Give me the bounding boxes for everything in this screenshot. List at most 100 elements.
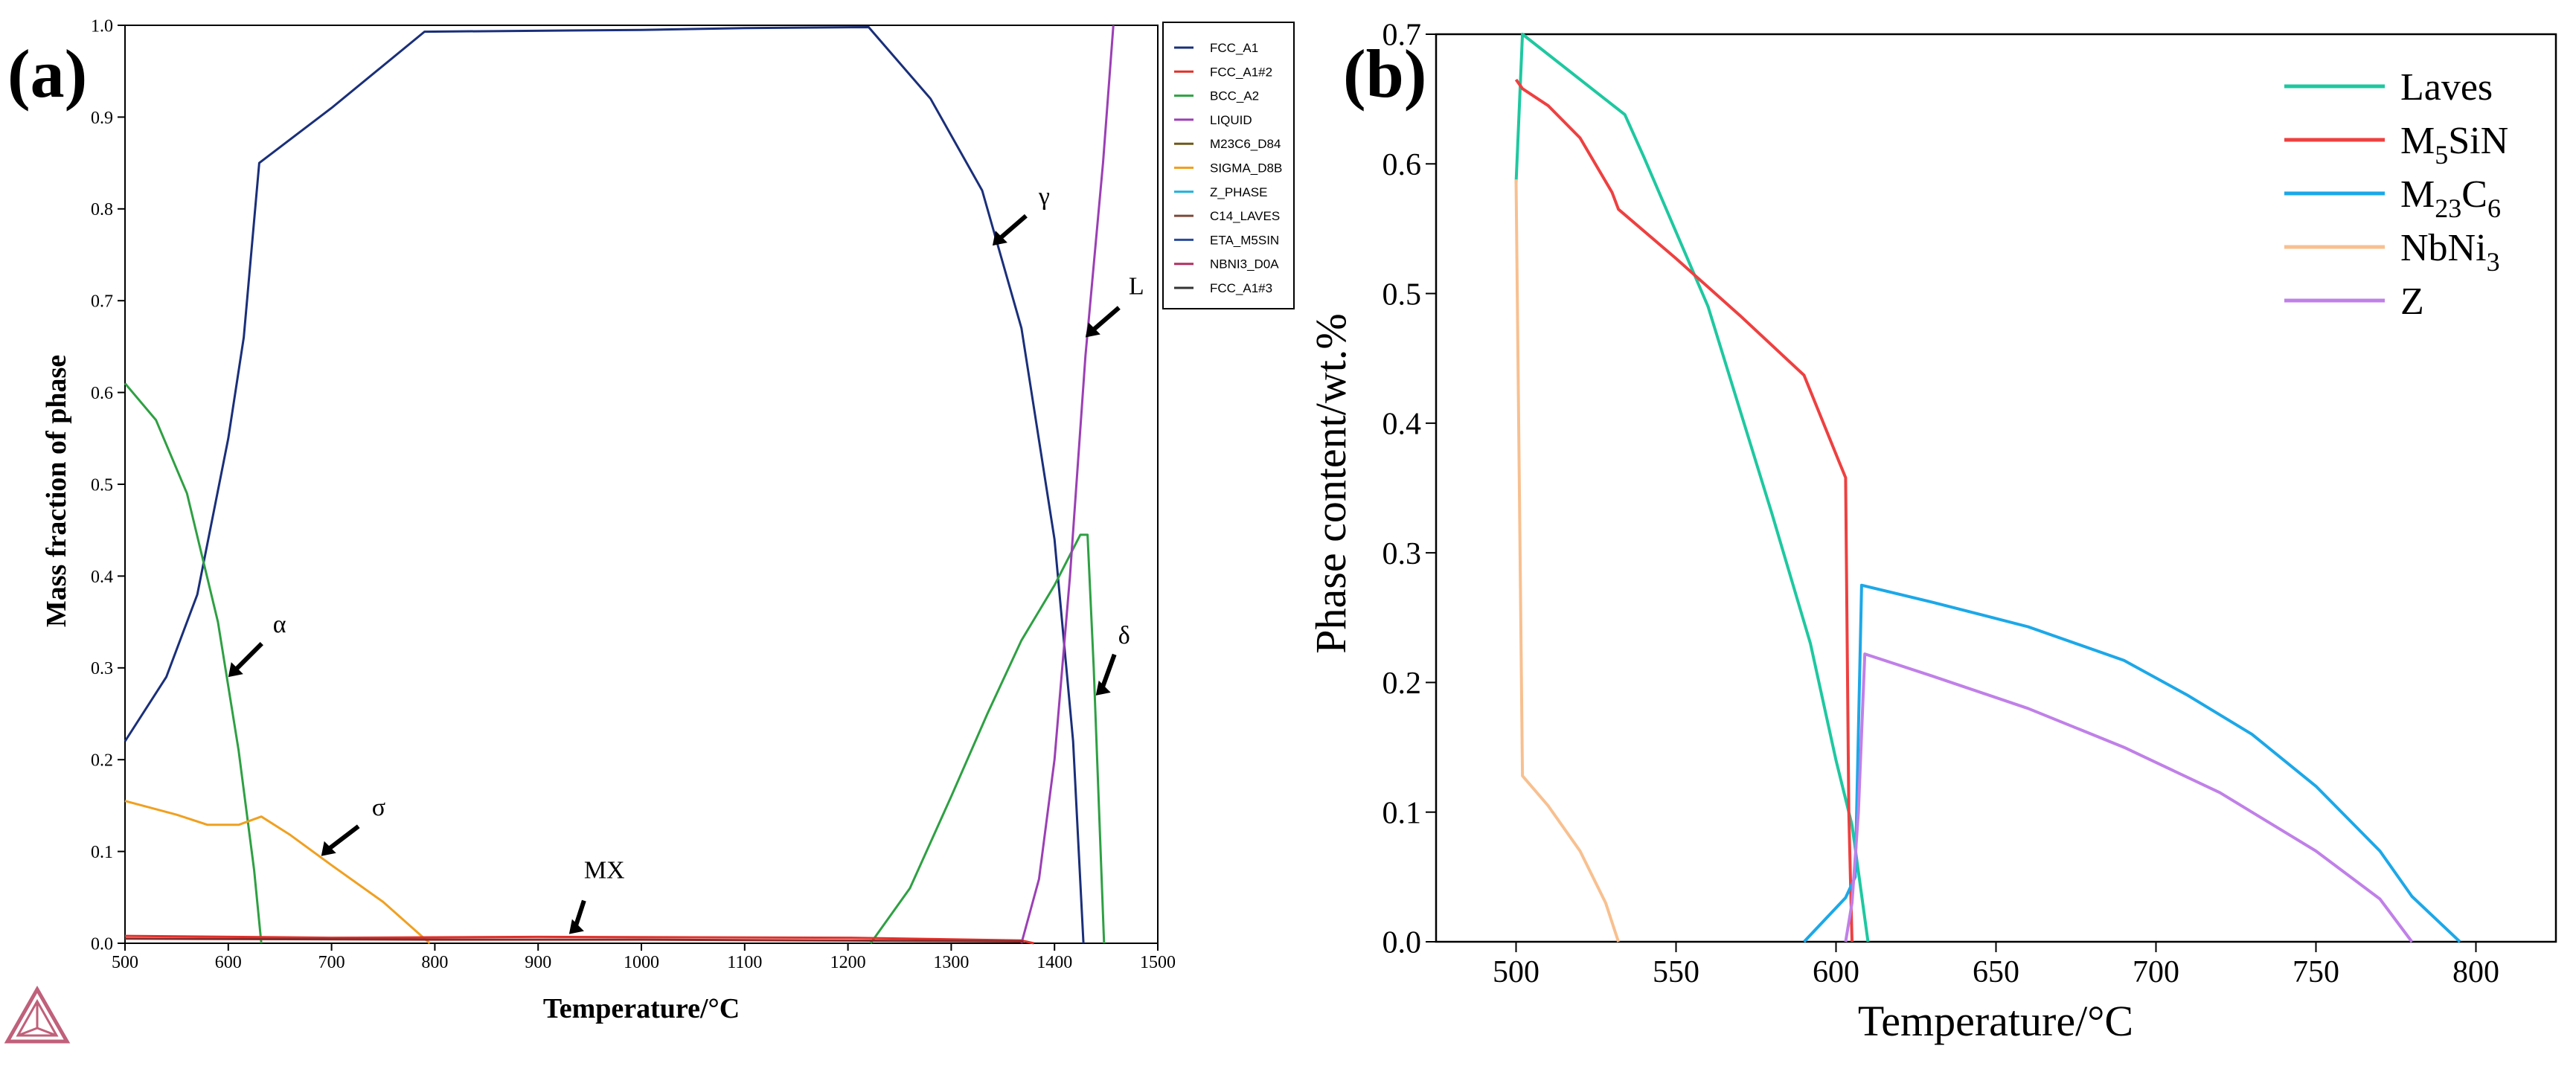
panel-a-y-axis-label: Mass fraction of phase	[41, 355, 72, 627]
panel-a-label: (a)	[7, 36, 87, 112]
x-tick-label: 700	[318, 953, 345, 972]
panel-b-y-axis-label: Phase content/wt.%	[1307, 313, 1355, 653]
annotation-arrowhead	[321, 841, 336, 856]
legend-entry: LIQUID	[1210, 113, 1252, 127]
annotation-arrow	[325, 824, 360, 853]
annotation-label: L	[1129, 273, 1144, 301]
x-tick-label: 650	[1973, 955, 2019, 989]
y-tick-label: 0.4	[1382, 408, 1422, 442]
y-tick-label: 0.6	[91, 384, 113, 403]
panel-a-y-ticks: 0.0 0.1 0.2 0.3 0.4 0.5 0.6 0.7 0.8 0.9 1.0	[91, 16, 125, 954]
x-tick-label: 600	[215, 953, 242, 972]
legend-entry: C14_LAVES	[1210, 209, 1280, 223]
series-line-fcc-a1	[124, 26, 1085, 944]
panel-a: (a) 0.0 0.1 0.2 0.3 0.4 0.5 0.6 0.7 0.8 0.9 1.0 50…	[4, 16, 1295, 1044]
panel-a-x-axis-label: Temperature/°C	[543, 993, 740, 1024]
x-tick-label: 1300	[933, 953, 969, 972]
y-tick-label: 0.1	[1382, 796, 1422, 830]
series-line-bcc-a2-	[124, 382, 263, 944]
series-line-laves	[1514, 33, 1870, 943]
legend-text-base: NbNi	[2400, 227, 2487, 269]
y-tick-label: 0.3	[1382, 537, 1422, 571]
x-tick-label: 500	[1493, 955, 1539, 989]
y-tick-label: 0.7	[1382, 19, 1422, 53]
y-tick-label: 0.7	[91, 292, 113, 312]
x-tick-label: 1200	[830, 953, 866, 972]
series-line-bcc-a2-	[869, 533, 1106, 944]
legend-entry: M5SiN	[2400, 120, 2508, 170]
panel-b: (b) 0.00.10.20.30.40.50.60.7 500 550 600 65…	[1307, 19, 2557, 1045]
legend-entry: NBNI3_D0A	[1210, 257, 1279, 272]
x-tick-label: 800	[421, 953, 448, 972]
legend-text-subscript: 5	[2435, 140, 2448, 170]
annotation-arrow	[232, 642, 263, 673]
y-tick-label: 0.5	[91, 475, 113, 495]
legend-entry: FCC_A1	[1210, 41, 1258, 55]
x-tick-label: 1400	[1037, 953, 1072, 972]
series-line-z	[1844, 652, 2414, 943]
panel-b-x-axis-label: Temperature/°C	[1858, 997, 2133, 1045]
x-tick-label: 1000	[624, 953, 659, 972]
series-line-nbni3	[1514, 179, 1620, 943]
annotation-label: σ	[372, 794, 385, 821]
panel-a-legend: FCC_A1 FCC_A1#2 BCC_A2 LIQUID M23C6_D84 SIGMA…	[1174, 41, 1282, 295]
panel-a-plot-frame	[124, 25, 1159, 944]
legend-text-rest: SiN	[2448, 120, 2508, 162]
series-line-m23c6	[1803, 583, 2461, 943]
panel-a-legend-box	[1162, 22, 1295, 309]
series-line-m5sin	[1514, 78, 1853, 943]
panel-b-series	[1514, 33, 2461, 943]
annotation-arrow	[996, 213, 1028, 242]
series-line-fcc-a1-3	[124, 937, 1024, 943]
panel-b-x-ticks: 500 550 600 650 700 750 800	[1493, 942, 2499, 989]
legend-entry: ETA_M5SIN	[1210, 233, 1279, 247]
series-line-liquid	[1020, 25, 1115, 944]
y-tick-label: 0.2	[1382, 667, 1422, 701]
y-tick-label: 0.8	[91, 200, 113, 219]
annotation-arrow	[1099, 653, 1117, 690]
legend-entry: Z	[2400, 280, 2424, 323]
y-tick-label: 0.1	[91, 843, 113, 862]
y-tick-label: 0.2	[91, 751, 113, 771]
legend-entry: SIGMA_D8B	[1210, 161, 1282, 176]
legend-entry: Z_PHASE	[1210, 185, 1267, 199]
legend-entry: M23C6	[2400, 173, 2501, 223]
panel-b-plot-frame	[1435, 33, 2557, 943]
x-tick-label: 800	[2452, 955, 2499, 989]
annotation-label: α	[273, 611, 286, 638]
y-tick-label: 0.3	[91, 659, 113, 678]
annotation-arrow	[572, 899, 586, 929]
annotation-arrowhead	[1095, 680, 1111, 696]
legend-entry: BCC_A2	[1210, 89, 1259, 103]
legend-text-subscript: 6	[2487, 193, 2501, 223]
legend-entry: FCC_A1#2	[1210, 65, 1272, 79]
x-tick-label: 1100	[727, 953, 762, 972]
annotation-label: δ	[1118, 622, 1130, 649]
legend-text-rest: C	[2461, 173, 2487, 216]
y-tick-label: 0.5	[1382, 277, 1422, 312]
panel-a-series	[124, 25, 1115, 945]
annotation-label: MX	[584, 857, 625, 884]
legend-text-subscript: 3	[2487, 247, 2500, 277]
y-tick-label: 0.0	[1382, 926, 1422, 960]
x-tick-label: 900	[525, 953, 551, 972]
legend-entry: M23C6_D84	[1210, 137, 1281, 151]
annotation-arrowhead	[992, 231, 1007, 246]
x-tick-label: 600	[1813, 955, 1859, 989]
annotation-label: γ	[1038, 183, 1050, 211]
annotation-arrowhead	[1085, 322, 1100, 338]
legend-text-base: Laves	[2400, 66, 2493, 109]
legend-entry: Laves	[2400, 66, 2493, 109]
legend-text-base: Z	[2400, 280, 2424, 323]
panel-a-annotations: α σ MX γ Lδ	[228, 183, 1144, 934]
x-tick-label: 550	[1653, 955, 1699, 989]
annotation-arrow	[1089, 306, 1121, 333]
panel-b-label: (b)	[1343, 36, 1426, 112]
legend-text-base: M	[2400, 120, 2435, 162]
x-tick-label: 1500	[1140, 953, 1176, 972]
y-tick-label: 0.4	[91, 568, 113, 587]
annotation-arrowhead	[568, 919, 584, 934]
legend-text-base: M	[2400, 173, 2435, 216]
